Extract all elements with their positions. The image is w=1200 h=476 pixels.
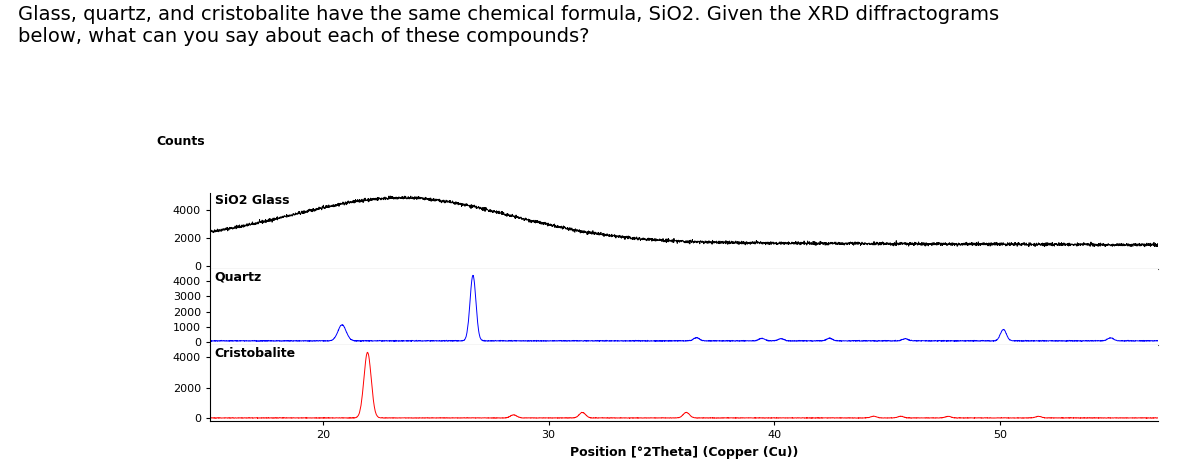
Text: SiO2 Glass: SiO2 Glass xyxy=(215,194,289,208)
Text: Counts: Counts xyxy=(156,135,205,148)
Text: Quartz: Quartz xyxy=(215,270,262,284)
Text: Glass, quartz, and cristobalite have the same chemical formula, SiO2. Given the : Glass, quartz, and cristobalite have the… xyxy=(18,5,1000,46)
Text: Cristobalite: Cristobalite xyxy=(215,347,296,360)
X-axis label: Position [°2Theta] (Copper (Cu)): Position [°2Theta] (Copper (Cu)) xyxy=(570,446,798,459)
